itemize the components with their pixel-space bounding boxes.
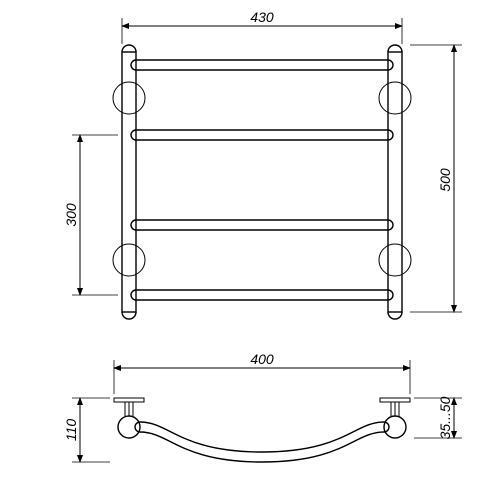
vertical-posts xyxy=(122,45,402,319)
dim-plan-width: 400 xyxy=(114,351,410,394)
curved-rung xyxy=(135,422,389,462)
dim-plan-thickness: 35...50 xyxy=(414,396,462,439)
dim-430-label: 430 xyxy=(250,9,274,25)
front-view: 430 500 300 xyxy=(63,9,462,319)
mount-circles xyxy=(113,82,411,276)
dim-top-width: 430 xyxy=(122,9,402,44)
post-top-right xyxy=(384,416,406,438)
post-top-left xyxy=(118,416,140,438)
dim-left-inner: 300 xyxy=(63,135,118,295)
rungs xyxy=(131,60,393,300)
technical-drawing: 430 500 300 xyxy=(0,0,500,500)
top-view: 400 110 35...50 xyxy=(63,351,462,462)
dim-110-label: 110 xyxy=(63,419,79,442)
dim-500-label: 500 xyxy=(437,168,453,192)
dim-plan-depth: 110 xyxy=(63,398,110,462)
dim-right-height: 500 xyxy=(410,45,462,312)
dim-300-label: 300 xyxy=(63,203,79,227)
mount-plates xyxy=(114,398,410,416)
dim-35-50-label: 35...50 xyxy=(437,396,453,439)
dim-400-label: 400 xyxy=(250,351,274,367)
